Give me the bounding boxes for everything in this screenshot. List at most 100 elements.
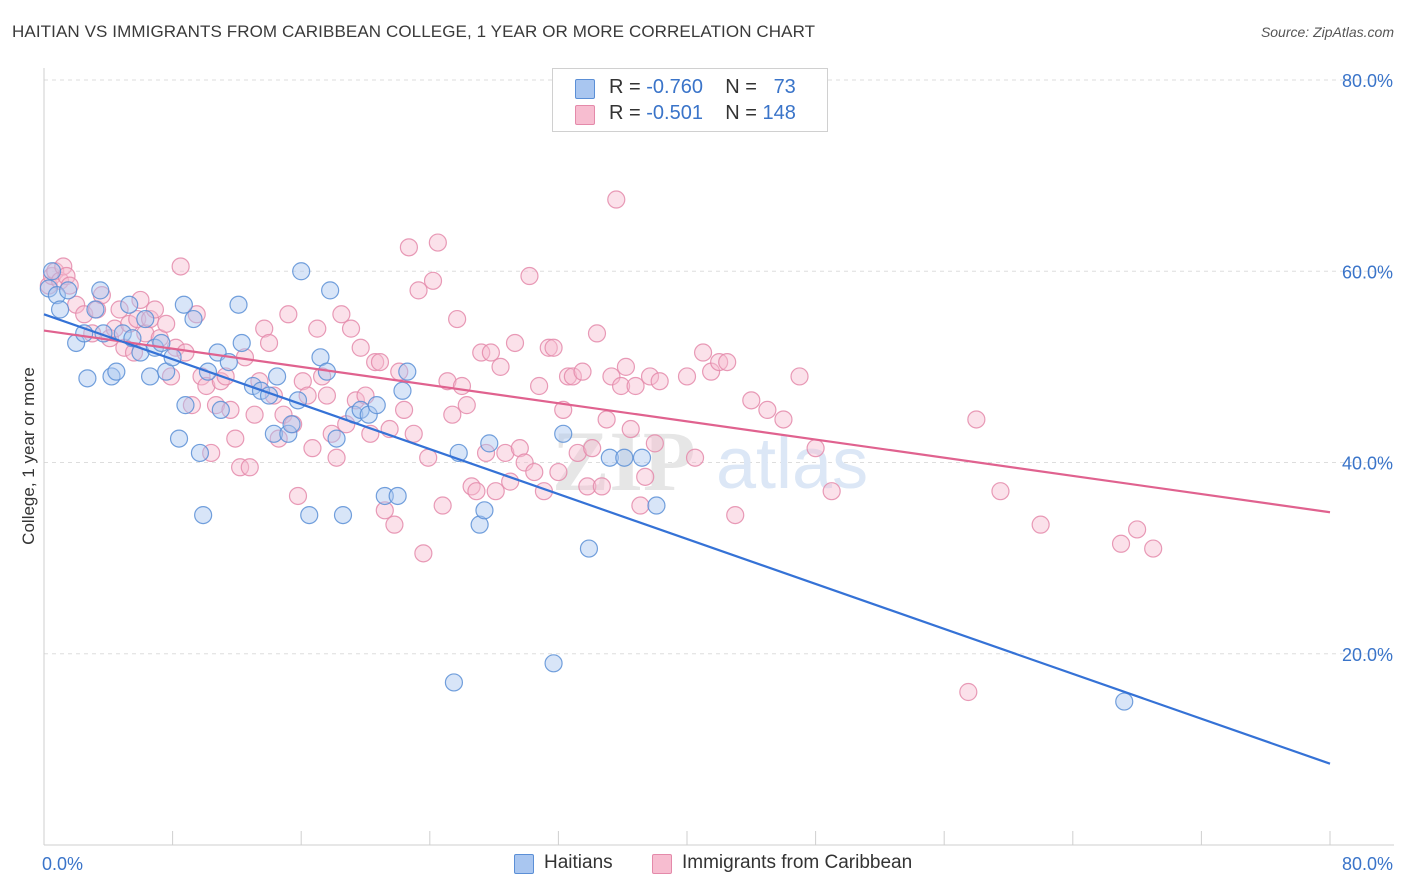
point-immigrants bbox=[645, 434, 664, 453]
point-immigrants bbox=[525, 462, 544, 482]
point-immigrants bbox=[967, 410, 986, 429]
point-immigrants bbox=[726, 505, 745, 525]
point-immigrants bbox=[693, 343, 713, 362]
legend-r-label: R = bbox=[609, 102, 641, 124]
legend-n-label: N = bbox=[725, 102, 757, 124]
point-immigrants bbox=[375, 501, 394, 520]
point-immigrants bbox=[448, 309, 467, 329]
watermark: ZIP atlas bbox=[552, 413, 868, 509]
point-immigrants bbox=[568, 443, 587, 463]
legend-swatch-pink bbox=[652, 854, 672, 874]
point-immigrants bbox=[341, 319, 361, 338]
legend-n-label: N = bbox=[725, 76, 757, 98]
watermark-atlas: atlas bbox=[716, 424, 868, 504]
y-tick-label: 40.0% bbox=[1342, 454, 1393, 474]
point-immigrants bbox=[414, 544, 433, 563]
point-immigrants bbox=[226, 429, 245, 448]
point-immigrants bbox=[467, 482, 486, 501]
point-haitians bbox=[321, 281, 340, 300]
point-immigrants bbox=[592, 477, 611, 496]
axes bbox=[43, 68, 1394, 846]
legend-label-haitians: Haitians bbox=[544, 852, 613, 873]
stats-legend: R = -0.760 N = 73 R = -0.501 N = 148 bbox=[552, 68, 828, 132]
legend-text: R = -0.760 N = 73 bbox=[609, 76, 796, 99]
series-legend: Haitians Immigrants from Caribbean bbox=[0, 852, 1406, 878]
legend-swatch-pink bbox=[575, 105, 595, 125]
point-immigrants bbox=[366, 352, 385, 372]
point-haitians bbox=[169, 429, 189, 448]
legend-swatch-blue bbox=[514, 854, 534, 874]
point-immigrants bbox=[631, 496, 650, 515]
point-haitians bbox=[279, 424, 298, 443]
point-immigrants bbox=[959, 682, 978, 702]
x-tick-label: 80.0% bbox=[1342, 854, 1393, 874]
point-immigrants bbox=[298, 386, 317, 405]
point-immigrants bbox=[428, 233, 447, 252]
point-haitians bbox=[615, 448, 634, 467]
point-immigrants bbox=[790, 367, 809, 386]
point-immigrants bbox=[131, 290, 150, 310]
point-immigrants bbox=[279, 305, 298, 324]
legend-n-value: 148 bbox=[762, 102, 796, 124]
point-immigrants bbox=[423, 271, 443, 290]
point-immigrants bbox=[544, 338, 563, 357]
point-immigrants bbox=[491, 357, 510, 376]
point-immigrants bbox=[822, 482, 841, 501]
trend-line-haitians bbox=[43, 313, 1331, 765]
point-immigrants bbox=[530, 376, 549, 396]
point-haitians bbox=[554, 424, 573, 443]
point-haitians bbox=[264, 424, 283, 443]
point-haitians bbox=[292, 262, 311, 281]
point-immigrants bbox=[370, 352, 390, 372]
point-immigrants bbox=[443, 405, 462, 424]
point-haitians bbox=[120, 295, 139, 314]
point-immigrants bbox=[501, 472, 520, 491]
point-immigrants bbox=[481, 343, 500, 362]
point-immigrants bbox=[221, 400, 240, 420]
point-immigrants bbox=[182, 396, 201, 415]
point-immigrants bbox=[650, 372, 669, 391]
point-haitians bbox=[647, 496, 666, 515]
point-haitians bbox=[86, 300, 105, 319]
point-haitians bbox=[267, 367, 287, 386]
x-tick-label: 0.0% bbox=[42, 854, 83, 874]
y-tick-label: 80.0% bbox=[1342, 71, 1393, 91]
point-immigrants bbox=[317, 386, 337, 405]
point-haitians bbox=[140, 367, 160, 386]
point-immigrants bbox=[486, 482, 505, 501]
point-haitians bbox=[194, 505, 213, 525]
point-haitians bbox=[107, 362, 126, 381]
point-immigrants bbox=[433, 496, 452, 515]
point-immigrants bbox=[640, 367, 660, 386]
point-immigrants bbox=[351, 338, 370, 357]
point-immigrants bbox=[1127, 520, 1147, 539]
point-immigrants bbox=[476, 443, 496, 463]
point-immigrants bbox=[399, 238, 419, 257]
y-tick-label: 20.0% bbox=[1342, 645, 1393, 665]
point-haitians bbox=[579, 539, 599, 558]
point-immigrants bbox=[515, 453, 534, 472]
point-immigrants bbox=[539, 338, 558, 357]
point-immigrants bbox=[611, 376, 631, 396]
point-haitians bbox=[480, 434, 499, 453]
point-haitians bbox=[600, 448, 619, 467]
point-immigrants bbox=[346, 391, 365, 410]
point-immigrants bbox=[303, 439, 322, 458]
point-haitians bbox=[1115, 692, 1134, 711]
legend-text: R = -0.501 N = 148 bbox=[609, 102, 796, 125]
y-tick-labels: 20.0% 40.0% 60.0% 80.0% bbox=[1342, 71, 1393, 665]
point-immigrants bbox=[452, 376, 472, 396]
trend-line-immigrants bbox=[43, 329, 1331, 514]
point-immigrants bbox=[255, 319, 274, 338]
point-immigrants bbox=[607, 190, 626, 209]
point-immigrants bbox=[197, 376, 216, 396]
point-haitians bbox=[211, 400, 230, 420]
point-immigrants bbox=[457, 396, 476, 415]
point-immigrants bbox=[602, 367, 621, 386]
point-haitians bbox=[50, 300, 70, 319]
point-immigrants bbox=[438, 372, 457, 391]
series-immigrants-points bbox=[39, 190, 1163, 702]
point-haitians bbox=[78, 369, 97, 388]
point-haitians bbox=[470, 515, 489, 534]
